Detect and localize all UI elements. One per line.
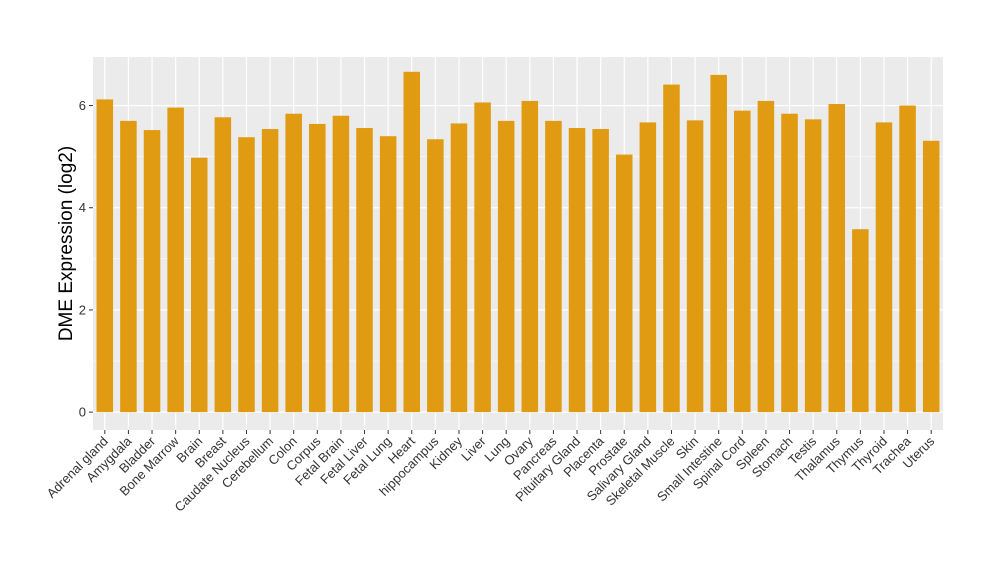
bar-amygdala (120, 120, 137, 413)
bar-thymus (852, 229, 869, 413)
bar-breast (214, 117, 232, 413)
bar-pancreas (545, 120, 562, 413)
bar-pituitary-gland (568, 128, 586, 413)
bar-fetal-brain (332, 115, 350, 413)
bar-liver (474, 102, 491, 413)
bar-corpus (309, 123, 326, 413)
bar-thalamus (828, 104, 846, 413)
bar-fetal-liver (356, 128, 373, 413)
bar-kidney (450, 123, 468, 413)
bar-uterus (922, 140, 940, 413)
plot-panel (93, 57, 943, 430)
bar-stomach (781, 113, 798, 413)
bars (96, 71, 940, 413)
y-tick-label: 2 (79, 302, 86, 317)
bar-thyroid (875, 122, 893, 413)
bar-spinal-cord (734, 110, 751, 413)
bar-heart (403, 71, 421, 413)
bar-colon (285, 113, 302, 413)
bar-skeletal-muscle (663, 84, 680, 413)
bar-cerebellum (261, 129, 279, 413)
bar-hippocampus (427, 139, 444, 413)
bar-small-intestine (710, 74, 727, 413)
bar-bladder (143, 130, 161, 413)
bar-salivary-gland (639, 122, 657, 413)
bar-caudate-nucleus (238, 137, 255, 413)
bar-trachea (899, 105, 916, 413)
bar-fetal-lung (379, 136, 397, 413)
y-axis-title: DME Expression (log2) (56, 146, 77, 341)
y-axis: 0 2 4 6 (79, 98, 93, 420)
y-tick-label: 0 (79, 405, 86, 420)
bar-skin (686, 120, 704, 413)
bar-adrenal-gland (96, 99, 114, 413)
bar-spleen (757, 100, 775, 413)
y-tick-label: 6 (79, 98, 86, 113)
bar-prostate (615, 154, 633, 413)
bar-ovary (521, 100, 539, 413)
bar-bone-marrow (167, 107, 184, 413)
x-tick-label: Liver (458, 433, 489, 464)
bar-lung (497, 120, 515, 413)
bar-placenta (592, 129, 609, 413)
bar-testis (804, 119, 822, 413)
y-tick-label: 4 (79, 200, 86, 215)
bar-brain (190, 157, 208, 413)
